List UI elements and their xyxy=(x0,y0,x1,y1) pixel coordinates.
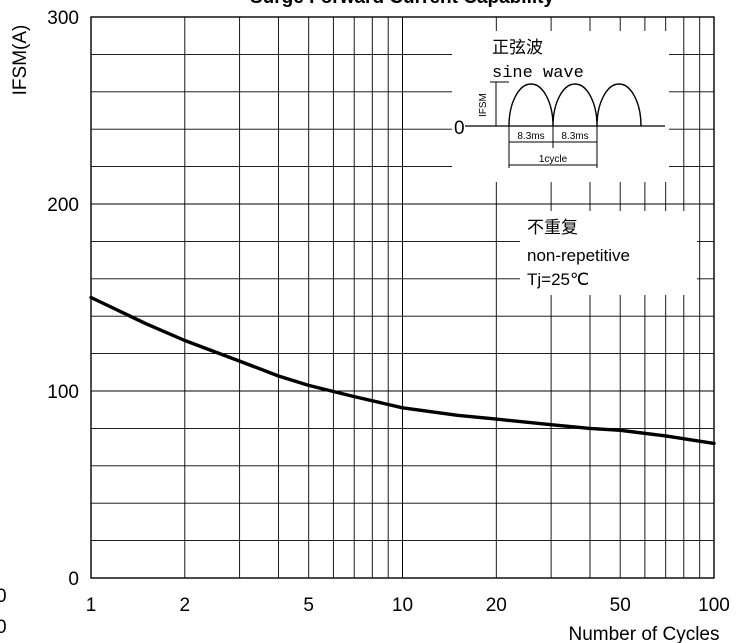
y-tick-label: 0 xyxy=(68,569,79,590)
y-tick-label: 300 xyxy=(47,8,79,29)
edge-fragment-2: 0 xyxy=(0,617,7,638)
x-tick-labels: 1 2 5 10 20 50 100 xyxy=(86,595,730,616)
y-tick-label: 200 xyxy=(47,195,79,216)
inset-zero: 0 xyxy=(454,118,465,139)
x-tick-label: 100 xyxy=(698,595,730,616)
note-en: non-repetitive xyxy=(527,246,630,265)
conditions-note: 不重复 non-repetitive Tj=25℃ xyxy=(520,211,697,295)
sine-wave-inset: 正弦波 sine wave 0 IFSM 8.3ms 8.3ms 1cycle xyxy=(452,31,669,182)
y-tick-label: 100 xyxy=(47,382,79,403)
x-tick-label: 20 xyxy=(486,595,507,616)
surge-current-curve xyxy=(89,295,716,446)
inset-sine-wave xyxy=(508,83,642,127)
note-tj: Tj=25℃ xyxy=(527,270,589,289)
x-tick-label: 2 xyxy=(180,595,191,616)
inset-dt1: 8.3ms xyxy=(517,131,544,142)
note-background xyxy=(520,211,697,295)
inset-title-en: sine wave xyxy=(492,64,584,83)
y-tick-labels: 0 100 200 300 xyxy=(47,8,79,590)
edge-fragment-1: 0 xyxy=(0,586,7,607)
x-tick-label: 5 xyxy=(303,595,314,616)
x-axis-label: Number of Cycles xyxy=(569,624,720,643)
inset-background xyxy=(452,31,669,182)
x-tick-label: 10 xyxy=(392,595,413,616)
chart-title: Surge Forward Current Capability xyxy=(250,0,554,8)
series-layer xyxy=(89,295,716,446)
x-tick-label: 50 xyxy=(610,595,631,616)
inset-cycle: 1cycle xyxy=(539,154,568,165)
y-axis-label: IFSM(A) xyxy=(10,25,31,96)
inset-y-label: IFSM xyxy=(478,93,489,117)
x-tick-label: 1 xyxy=(86,595,97,616)
inset-dt2: 8.3ms xyxy=(561,131,588,142)
inset-title-cn: 正弦波 xyxy=(492,38,543,58)
note-cn: 不重复 xyxy=(527,218,578,238)
